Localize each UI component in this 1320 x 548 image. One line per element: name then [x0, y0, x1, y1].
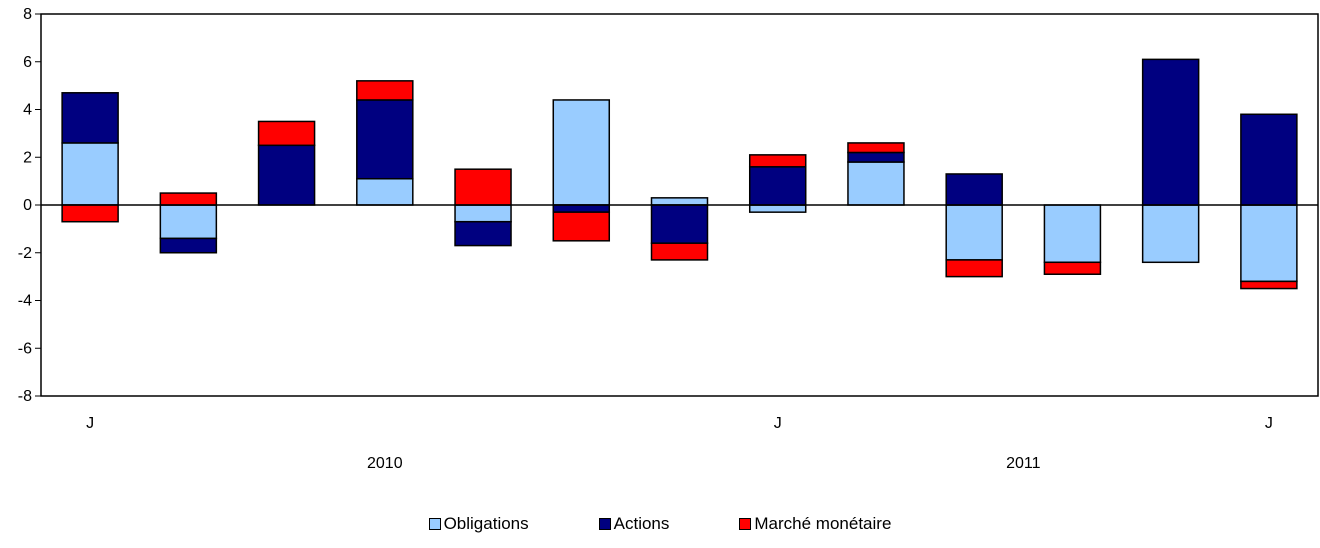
legend-item-actions: Actions: [598, 514, 670, 534]
y-tick-label: -4: [18, 293, 32, 310]
legend-swatch-actions: [598, 518, 611, 530]
bar-marche-monetaire: [257, 120, 316, 147]
bar-actions: [1141, 58, 1200, 206]
bar-marche-monetaire: [552, 211, 611, 242]
bar-obligations: [552, 99, 611, 206]
x-tick-label: J: [1265, 415, 1273, 432]
bar-marche-monetaire: [1043, 261, 1102, 275]
bar-marche-monetaire: [650, 242, 709, 261]
bar-obligations: [748, 204, 807, 213]
y-tick-label: 2: [23, 149, 32, 166]
bar-actions: [356, 99, 414, 180]
legend-item-obligations: Obligations: [428, 514, 529, 534]
bar-actions: [945, 173, 1003, 206]
bar-obligations: [1141, 204, 1200, 264]
year-label: 2011: [1006, 455, 1041, 472]
legend-swatch-marche-monetaire: [739, 518, 752, 530]
bar-marche-monetaire: [454, 168, 512, 206]
bar-actions: [61, 92, 119, 144]
bar-obligations: [1043, 204, 1102, 264]
bar-actions: [257, 144, 316, 206]
y-tick-label: 4: [23, 102, 32, 119]
legend-swatch-obligations: [428, 518, 441, 530]
bar-obligations: [61, 142, 119, 206]
legend-label-obligations: Obligations: [443, 514, 529, 533]
bar-marche-monetaire: [356, 80, 414, 101]
bar-marche-monetaire: [1240, 280, 1298, 290]
bar-obligations: [1240, 204, 1298, 283]
y-tick-label: -8: [18, 388, 32, 405]
bar-obligations: [945, 204, 1003, 261]
bar-obligations: [159, 204, 218, 240]
bar-obligations: [847, 161, 905, 206]
year-label: 2010: [367, 455, 403, 472]
y-tick-label: 6: [23, 54, 32, 71]
bar-obligations: [650, 197, 709, 206]
bar-actions: [1240, 113, 1298, 206]
bar-actions: [552, 204, 611, 213]
y-tick-label: -6: [18, 340, 32, 357]
bar-marche-monetaire: [159, 192, 218, 206]
x-tick-label: J: [86, 415, 94, 432]
bar-actions: [847, 151, 905, 163]
legend: Obligations Actions Marché monétaire: [0, 514, 1320, 534]
bar-actions: [748, 166, 807, 206]
bar-marche-monetaire: [945, 259, 1003, 278]
bar-actions: [454, 220, 512, 247]
bar-obligations: [454, 204, 512, 223]
legend-item-marche-monetaire: Marché monétaire: [739, 514, 891, 534]
legend-label-marche-monetaire: Marché monétaire: [754, 514, 892, 533]
y-tick-label: 0: [23, 197, 32, 214]
y-tick-label: -2: [18, 245, 32, 262]
y-tick-label: 8: [23, 6, 32, 23]
bar-obligations: [356, 177, 414, 206]
x-tick-label: J: [774, 415, 782, 432]
bar-actions: [650, 204, 709, 244]
bar-actions: [159, 237, 218, 254]
bar-marche-monetaire: [748, 154, 807, 168]
bar-marche-monetaire: [61, 204, 119, 223]
bar-marche-monetaire: [847, 142, 905, 154]
legend-label-actions: Actions: [613, 514, 670, 533]
